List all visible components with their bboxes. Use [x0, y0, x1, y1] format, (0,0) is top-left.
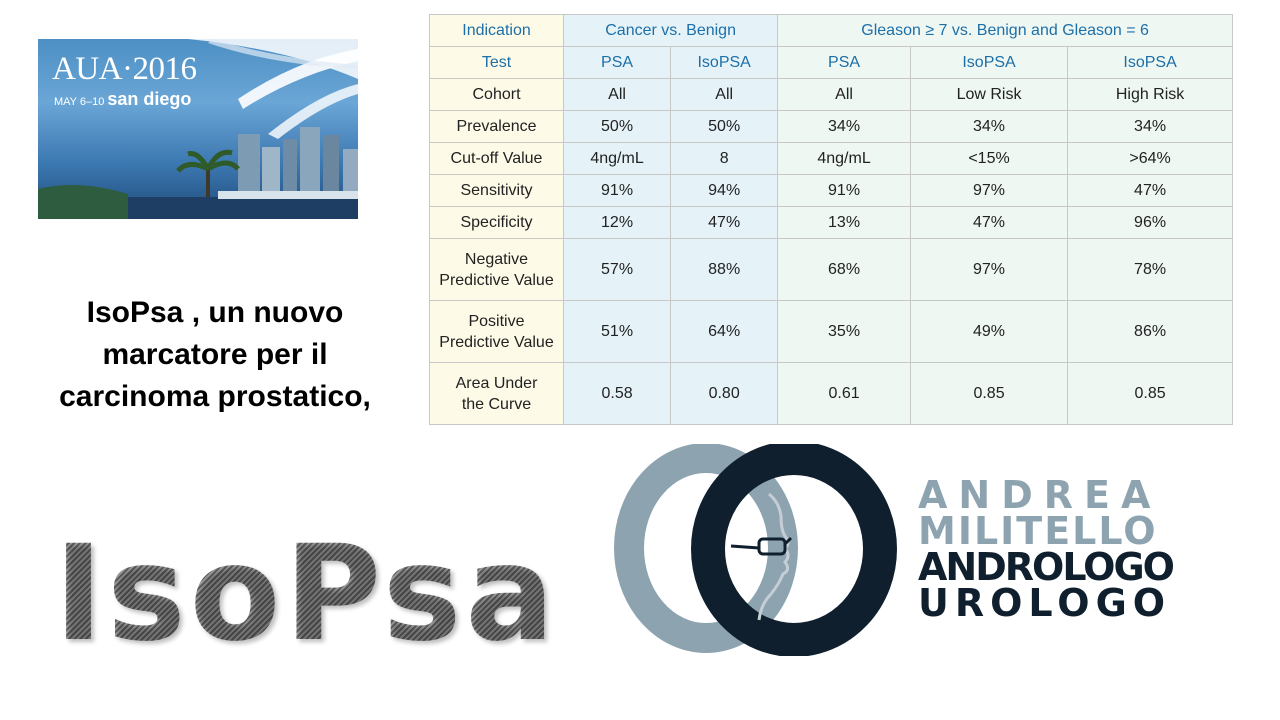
test-cell: PSA — [562, 46, 672, 79]
table-cell: 68% — [777, 238, 911, 301]
table-cell: 49% — [909, 300, 1069, 363]
table-cell: 35% — [777, 300, 911, 363]
table-cell: 57% — [562, 238, 672, 301]
table-cell: High Risk — [1067, 78, 1233, 111]
aua-2016-banner: AUA·2016 MAY 6–10 san diego — [38, 39, 358, 219]
table-cell: 34% — [909, 110, 1069, 143]
table-cell: 0.61 — [777, 362, 911, 425]
table-cell: 0.85 — [909, 362, 1069, 425]
table-cell: 0.85 — [1067, 362, 1233, 425]
table-cell: 13% — [777, 206, 911, 239]
slide-subtitle: IsoPsa , un nuovo marcatore per il carci… — [40, 292, 390, 418]
logo-line-last-name: MILITELLO — [918, 509, 1158, 553]
row-label: Sensitivity — [429, 174, 564, 207]
subtitle-line: marcatore per il — [102, 338, 328, 371]
table-cell: >64% — [1067, 142, 1233, 175]
table-cell: 47% — [909, 206, 1069, 239]
table-cell: 34% — [1067, 110, 1233, 143]
table-cell: Low Risk — [909, 78, 1069, 111]
banner-title: AUA·2016 — [52, 51, 197, 87]
table-cell: <15% — [909, 142, 1069, 175]
table-cell: All — [562, 78, 672, 111]
table-cell: 64% — [670, 300, 779, 363]
indication-label: Indication — [429, 14, 564, 47]
table-cell: 78% — [1067, 238, 1233, 301]
row-label-line: Negative — [464, 250, 529, 268]
table-row: Specificity 12% 47% 13% 47% 96% — [429, 206, 1233, 239]
table-cell: 97% — [909, 174, 1069, 207]
table-cell: 12% — [562, 206, 672, 239]
table-cell: 34% — [777, 110, 911, 143]
subtitle-line: IsoPsa , un nuovo — [86, 296, 344, 329]
row-label: Cohort — [429, 78, 564, 111]
indication-group: Cancer vs. Benign — [562, 14, 779, 47]
table-row: Prevalence 50% 50% 34% 34% 34% — [429, 110, 1233, 143]
banner-illustration — [38, 39, 358, 219]
table-cell: 86% — [1067, 300, 1233, 363]
row-label: Negative Predictive Value — [429, 238, 564, 301]
row-label-line: Area Under — [455, 374, 538, 392]
test-cell: IsoPSA — [1067, 46, 1233, 79]
row-label-line: the Curve — [461, 395, 532, 413]
table-cell: 50% — [670, 110, 779, 143]
table-row: Cut-off Value 4ng/mL 8 4ng/mL <15% >64% — [429, 142, 1233, 175]
indication-group: Gleason ≥ 7 vs. Benign and Gleason = 6 — [777, 14, 1233, 47]
table-row: Area Under the Curve 0.58 0.80 0.61 0.85 … — [429, 362, 1233, 425]
table-row: Cohort All All All Low Risk High Risk — [429, 78, 1233, 111]
row-label-line: Positive — [468, 312, 525, 330]
table-cell: 8 — [670, 142, 779, 175]
table-cell: 91% — [562, 174, 672, 207]
glasses-icon — [730, 536, 793, 556]
row-label: Area Under the Curve — [429, 362, 564, 425]
table-cell: 0.58 — [562, 362, 672, 425]
table-cell: 0.80 — [670, 362, 779, 425]
logo-line-urologo: UROLOGO — [918, 581, 1172, 625]
row-label-line: Predictive Value — [439, 271, 554, 289]
table-cell: All — [777, 78, 911, 111]
table-cell: 96% — [1067, 206, 1233, 239]
row-label: Specificity — [429, 206, 564, 239]
banner-dates: MAY 6–10 — [54, 96, 105, 108]
table-cell: 4ng/mL — [777, 142, 911, 175]
row-label-line: Predictive Value — [439, 333, 554, 351]
table-cell: 50% — [562, 110, 672, 143]
table-row: Positive Predictive Value 51% 64% 35% 49%… — [429, 300, 1233, 363]
test-label: Test — [429, 46, 564, 79]
banner-subtitle: MAY 6–10 san diego — [54, 89, 191, 110]
test-cell: IsoPSA — [670, 46, 779, 79]
table-row: Negative Predictive Value 57% 88% 68% 97%… — [429, 238, 1233, 301]
logo-wordmark: ANDREA MILITELLO ANDROLOGO UROLOGO — [918, 473, 1175, 625]
test-cell: PSA — [777, 46, 911, 79]
table-cell: 47% — [1067, 174, 1233, 207]
table-cell: All — [670, 78, 779, 111]
table-cell: 4ng/mL — [562, 142, 672, 175]
test-row: Test PSA IsoPSA PSA IsoPSA IsoPSA — [429, 46, 1233, 79]
table-cell: 91% — [777, 174, 911, 207]
subtitle-line: carcinoma prostatico, — [59, 380, 371, 413]
banner-city: san diego — [107, 89, 192, 109]
table-cell: 94% — [670, 174, 779, 207]
row-label: Cut-off Value — [429, 142, 564, 175]
test-cell: IsoPSA — [909, 46, 1069, 79]
row-label: Positive Predictive Value — [429, 300, 564, 363]
table-cell: 88% — [670, 238, 779, 301]
results-table: Indication Cancer vs. Benign Gleason ≥ 7… — [429, 14, 1233, 425]
logo-line-andrologo: ANDROLOGO — [918, 545, 1175, 589]
table-cell: 51% — [562, 300, 672, 363]
table-cell: 47% — [670, 206, 779, 239]
logo-line-first-name: ANDREA — [918, 473, 1162, 517]
andrea-militello-logo-mark — [614, 444, 897, 656]
big-title: IsoPsa — [54, 517, 559, 671]
row-label: Prevalence — [429, 110, 564, 143]
table-row: Sensitivity 91% 94% 91% 97% 47% — [429, 174, 1233, 207]
indication-row: Indication Cancer vs. Benign Gleason ≥ 7… — [429, 14, 1233, 47]
table-cell: 97% — [909, 238, 1069, 301]
